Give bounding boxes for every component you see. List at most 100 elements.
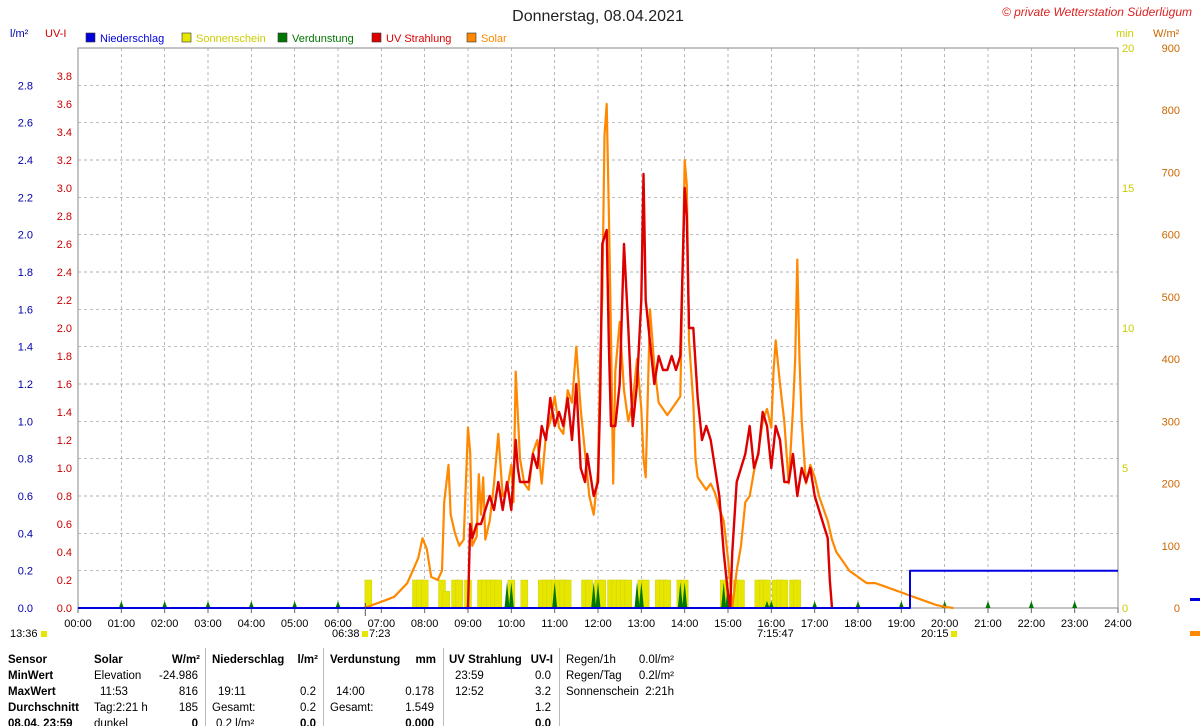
legend-swatch [277, 32, 288, 43]
stats-separator [205, 648, 206, 726]
statistics-table: Sensor MinWert MaxWert Durchschnitt 08.0… [0, 648, 1200, 726]
rain-axis-tick: 0.2 [18, 566, 33, 578]
chart-legend: Niederschlag Sonnenschein Verdunstung UV St… [85, 32, 507, 45]
sunshine-bar [737, 579, 745, 609]
uv-axis-tick: 1.4 [57, 407, 72, 419]
uv-axis-tick: 2.6 [57, 239, 72, 251]
rain-head: Niederschlag [212, 654, 285, 666]
x-axis-tick-label: 24:00 [1104, 618, 1132, 630]
legend-label: Niederschlag [100, 33, 164, 45]
evaporation-column: Verdunstung mm 14:00 0.178 Gesamt: 1.549 0.… [330, 652, 436, 726]
evap-value: 0.178 [405, 686, 434, 698]
rain-axis-tick: 2.4 [18, 155, 33, 167]
rain-axis-tick: 2.2 [18, 192, 33, 204]
sunshine-bar [442, 591, 451, 609]
uv-axis-tick: 3.0 [57, 183, 72, 195]
evap-head: Verdunstung [330, 654, 401, 666]
evaporation-tick [595, 582, 601, 608]
sunrise-label: 06:38 [332, 628, 360, 640]
axis-unit-labels: l/m² UV-I min W/m² [10, 28, 1180, 40]
uv-value: 0.0 [535, 718, 551, 726]
uv-axis-tick: 3.2 [57, 155, 72, 167]
rain-axis-tick: 2.8 [18, 80, 33, 92]
sunset-sun-marker [951, 631, 957, 637]
max-label: MaxWert [8, 686, 56, 698]
evaporation-tick [552, 582, 558, 608]
uv-cell: 12:52 [455, 686, 484, 698]
solar-axis-tick: 600 [1162, 230, 1180, 242]
sun-axis-tick: 5 [1122, 463, 1128, 475]
rain-axis-tick: 0.4 [18, 528, 33, 540]
legend-label: Solar [481, 33, 507, 45]
solar-axis-unit: W/m² [1153, 28, 1180, 40]
solar-cell: 11:53 [100, 686, 128, 698]
rain-axis-tick: 1.2 [18, 379, 33, 391]
evaporation-tick [855, 601, 861, 608]
x-axis-tick-label: 18:00 [844, 618, 872, 630]
evaporation-tick [721, 582, 727, 608]
rain-cell: Gesamt: [212, 702, 256, 714]
uv-axis-tick: 0.8 [57, 491, 72, 503]
evaporation-tick [768, 601, 774, 608]
y-axes: 0.0 0.2 0.4 0.6 0.8 1.0 1.2 1.4 1.6 1.8 2.0 2.2 2.4 2… [18, 43, 1180, 615]
evaporation-tick [162, 601, 168, 608]
solar-value: 816 [178, 686, 198, 698]
rain-axis-tick: 2.0 [18, 230, 33, 242]
evaporation-tick [508, 582, 514, 608]
x-axis-tick-label: 07:00 [368, 618, 396, 630]
extra-value: 2:21h [645, 686, 674, 698]
solar-cell: Elevation [94, 670, 142, 682]
x-axis-tick-label: 06:00 [324, 618, 352, 630]
sun-axis-tick: 20 [1122, 43, 1134, 55]
min-label: MinWert [8, 670, 54, 682]
rain-unit: l/m² [297, 654, 318, 666]
uv-axis-tick: 2.0 [57, 323, 72, 335]
extra-label: Sonnenschein [566, 686, 639, 698]
x-axis-tick-label: 03:00 [194, 618, 222, 630]
solar-axis-tick: 100 [1162, 541, 1180, 553]
solar-noon-label: 7:15:47 [757, 628, 794, 640]
x-axis: 00:00 01:00 02:00 03:00 04:00 05:00 06:00 07:00… [64, 608, 1132, 630]
evaporation-tick [677, 582, 683, 608]
solar-axis-tick: 700 [1162, 167, 1180, 179]
sun-axis-tick: 10 [1122, 323, 1134, 335]
solar-cell: dunkel [94, 718, 128, 726]
rain-axis-tick: 0.8 [18, 454, 33, 466]
solar-head: Solar [94, 654, 123, 666]
sunshine-bar [793, 579, 802, 609]
sunshine-bar [563, 579, 572, 609]
rain-axis-tick: 0.0 [18, 603, 33, 615]
sun-axis-tick: 0 [1122, 603, 1128, 615]
left-sun-marker [41, 631, 47, 637]
legend-swatch [466, 32, 477, 43]
x-axis-tick-label: 02:00 [151, 618, 179, 630]
solar-unit: W/m² [171, 654, 200, 666]
solar-axis-tick: 900 [1162, 43, 1180, 55]
x-axis-tick-label: 00:00 [64, 618, 92, 630]
legend-swatch [371, 32, 382, 43]
x-axis-tick-label: 20:00 [931, 618, 959, 630]
uv-axis-tick: 3.8 [57, 71, 72, 83]
chart-series [78, 102, 1118, 616]
uv-line [465, 172, 834, 610]
solar-axis-tick: 200 [1162, 479, 1180, 491]
sunshine-bar [494, 579, 503, 609]
right-rain-marker [1190, 598, 1200, 601]
solar-axis-tick: 500 [1162, 292, 1180, 304]
uv-axis-unit: UV-I [45, 28, 66, 40]
x-axis-tick-label: 08:00 [411, 618, 439, 630]
x-axis-tick-label: 11:00 [541, 618, 568, 630]
sun-axis-tick: 15 [1122, 183, 1134, 195]
solar-column: Solar W/m² Elevation -24.986 11:53 816 Tag:… [94, 652, 200, 726]
sunshine-bar [420, 579, 429, 609]
evaporation-tick [634, 582, 640, 608]
uv-unit: UV-I [530, 654, 553, 666]
sun-axis-unit: min [1116, 28, 1134, 40]
solar-cell: Tag:2:21 h [94, 702, 148, 714]
evaporation-tick [898, 601, 904, 608]
x-axis-tick-label: 23:00 [1061, 618, 1089, 630]
sunrise2-label: 7:23 [369, 628, 390, 640]
x-axis-tick-label: 01:00 [108, 618, 136, 630]
evaporation-tick [1028, 601, 1034, 608]
